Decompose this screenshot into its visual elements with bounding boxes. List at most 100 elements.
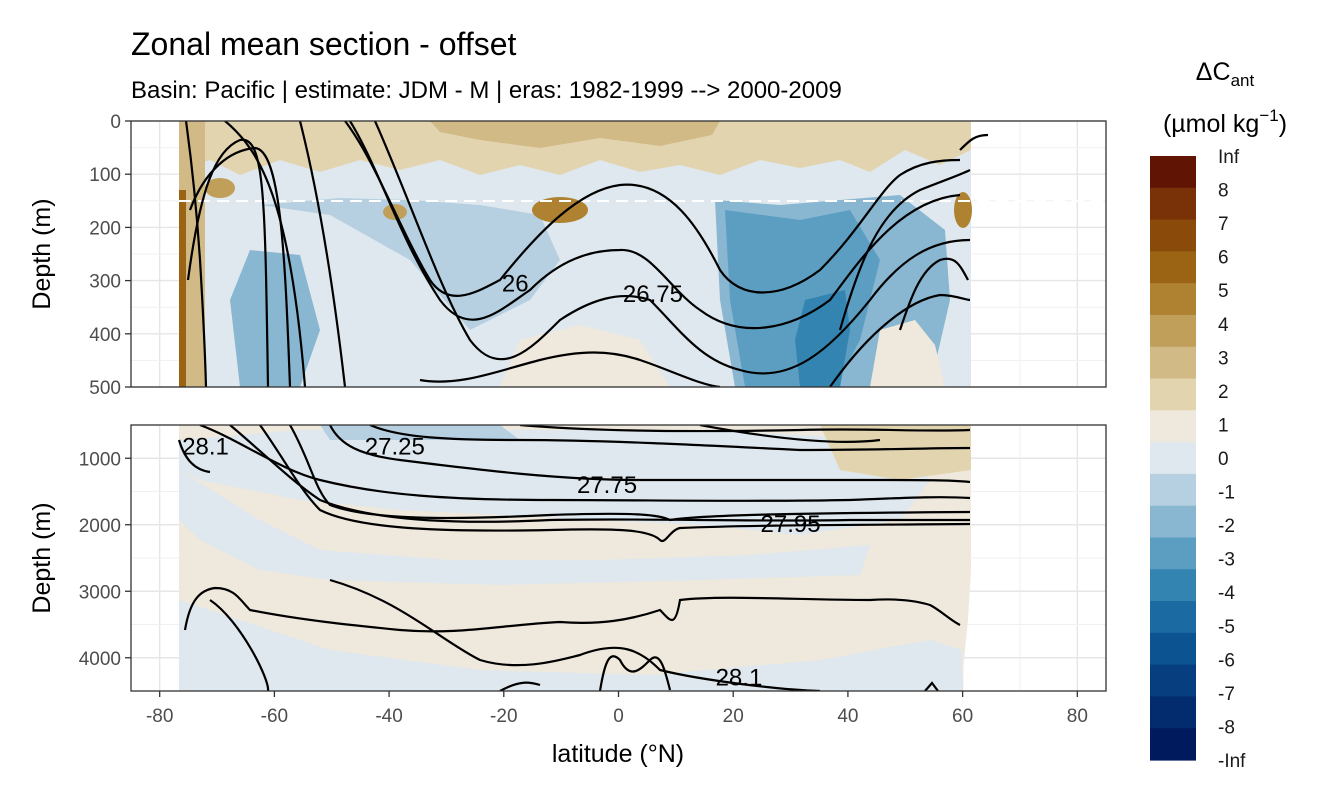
lower-contour-lines bbox=[177, 425, 971, 691]
upper-negative-patch-central bbox=[260, 198, 560, 330]
upper-positive-south-edge bbox=[179, 190, 186, 387]
x-tick-label: 0 bbox=[613, 706, 624, 727]
y-tick-label: 0 bbox=[110, 112, 121, 133]
legend-label: 5 bbox=[1218, 281, 1229, 302]
x-axis-title: latitude (°N) bbox=[552, 740, 684, 768]
lower-isopycnal-4 bbox=[259, 425, 971, 543]
legend-swatch bbox=[1150, 251, 1196, 284]
x-axis: -80 -60 -40 -20 0 20 40 60 80 bbox=[146, 691, 1088, 727]
lower-isopycnal-6 bbox=[329, 425, 971, 484]
x-tick-label: -80 bbox=[146, 706, 173, 727]
y-tick-label: 3000 bbox=[79, 582, 121, 603]
y-tick-label: 4000 bbox=[79, 649, 121, 670]
lower-negative-top-strip bbox=[320, 425, 520, 440]
y-tick-label: 200 bbox=[89, 218, 121, 239]
lower-isopycnal-1 bbox=[177, 439, 211, 474]
legend-label: -7 bbox=[1218, 684, 1235, 705]
upper-positive-spot-2 bbox=[205, 178, 235, 198]
y-tick-label: 400 bbox=[89, 325, 121, 346]
lower-isopycnal-11 bbox=[209, 599, 270, 691]
upper-positive-spot-3 bbox=[954, 192, 972, 228]
legend: ΔCant (µmol kg−1) Inf 8 7 6 5 4 3 2 1 0 -1 -2 -3 -4 -5… bbox=[1150, 58, 1287, 772]
legend-label: 3 bbox=[1218, 348, 1229, 369]
lower-isopycnal-3 bbox=[229, 425, 970, 523]
y-tick-label: 300 bbox=[89, 272, 121, 293]
upper-positive-mid-blob bbox=[500, 325, 670, 387]
lower-y-axis-title: Depth (m) bbox=[28, 502, 56, 613]
legend-swatch bbox=[1150, 410, 1196, 443]
lower-contour-labels: 28.1 27.25 27.75 27.95 28.1 bbox=[182, 433, 820, 691]
legend-swatch bbox=[1150, 442, 1196, 475]
lower-panel: 28.1 27.25 27.75 27.95 28.1 1000 2000 3000 4000… bbox=[28, 424, 1107, 692]
lower-negative-band-mid bbox=[179, 470, 870, 585]
lower-positive-north-upper bbox=[820, 425, 971, 480]
upper-isopycnal-7 bbox=[349, 121, 961, 330]
chart-title: Zonal mean section - offset bbox=[131, 26, 517, 62]
legend-label: 2 bbox=[1218, 382, 1229, 403]
legend-swatch bbox=[1150, 632, 1196, 666]
legend-swatch bbox=[1150, 473, 1196, 507]
lower-negative-deep-south bbox=[179, 600, 962, 691]
upper-isopycnal-5 bbox=[298, 121, 347, 387]
upper-isopycnal-10 bbox=[829, 293, 971, 387]
legend-swatch bbox=[1150, 601, 1196, 634]
contour-label: 27.95 bbox=[761, 511, 821, 538]
legend-swatch bbox=[1150, 314, 1196, 348]
upper-isopycnal-9 bbox=[419, 351, 721, 387]
upper-isopycnal-13 bbox=[959, 133, 989, 151]
contour-label: 28.1 bbox=[182, 433, 229, 460]
lower-isopycnal-10 bbox=[183, 586, 961, 633]
legend-label: -4 bbox=[1218, 583, 1235, 604]
lower-isopycnal-13 bbox=[499, 681, 541, 691]
legend-label: Inf bbox=[1218, 147, 1240, 168]
legend-label: 6 bbox=[1218, 248, 1229, 269]
upper-isopycnal-3 bbox=[188, 146, 292, 387]
legend-swatch bbox=[1150, 219, 1196, 252]
contour-label: 26 bbox=[502, 270, 529, 297]
legend-swatch bbox=[1150, 346, 1196, 380]
upper-surface-positive-band bbox=[179, 121, 971, 175]
lower-isopycnal-14 bbox=[598, 655, 672, 691]
contour-label: 28.1 bbox=[716, 665, 763, 692]
x-tick-label: 40 bbox=[837, 706, 858, 727]
upper-contour-labels: 26 26.75 bbox=[502, 270, 683, 308]
chart-subtitle: Basin: Pacific | estimate: JDM - M | era… bbox=[131, 77, 842, 104]
legend-label: -1 bbox=[1218, 483, 1235, 504]
contour-label: 27.25 bbox=[365, 433, 425, 460]
x-tick-label: -20 bbox=[490, 706, 517, 727]
upper-isopycnal-6 bbox=[344, 121, 961, 297]
legend-swatch bbox=[1150, 569, 1196, 602]
lower-isopycnal-15 bbox=[924, 681, 939, 691]
upper-isopycnal-1 bbox=[184, 121, 208, 387]
contour-label: 27.75 bbox=[577, 472, 637, 499]
upper-negative-patch-west bbox=[230, 250, 320, 387]
y-tick-label: 100 bbox=[89, 165, 121, 186]
legend-label: 1 bbox=[1218, 415, 1229, 436]
legend-swatch bbox=[1150, 696, 1196, 729]
lower-isopycnal-7 bbox=[369, 425, 971, 452]
legend-swatch bbox=[1150, 537, 1196, 570]
legend-label: -8 bbox=[1218, 717, 1235, 738]
legend-label: 0 bbox=[1218, 449, 1229, 470]
x-tick-label: 20 bbox=[723, 706, 744, 727]
lower-panel-fill bbox=[179, 425, 971, 691]
y-tick-label: 2000 bbox=[79, 516, 121, 537]
legend-swatch bbox=[1150, 728, 1196, 761]
lower-isopycnal-9 bbox=[699, 425, 881, 443]
legend-swatch bbox=[1150, 283, 1196, 316]
lower-y-axis: 1000 2000 3000 4000 bbox=[79, 449, 131, 670]
legend-label: 4 bbox=[1218, 315, 1229, 336]
legend-swatches: Inf 8 7 6 5 4 3 2 1 0 -1 -2 -3 -4 -5 -6 -7 -8 -Inf bbox=[1150, 147, 1246, 772]
legend-title: ΔCant bbox=[1196, 58, 1255, 90]
legend-swatch bbox=[1150, 156, 1196, 189]
upper-y-axis-title: Depth (m) bbox=[28, 198, 56, 309]
upper-panel-fill bbox=[179, 121, 1106, 387]
legend-label: -3 bbox=[1218, 550, 1235, 571]
y-tick-label: 1000 bbox=[79, 449, 121, 470]
contour-label: 26.75 bbox=[623, 281, 683, 308]
upper-contour-lines bbox=[184, 121, 989, 387]
upper-panel-border bbox=[130, 120, 1107, 388]
legend-label: -6 bbox=[1218, 650, 1235, 671]
lower-isopycnal-5 bbox=[289, 425, 971, 522]
